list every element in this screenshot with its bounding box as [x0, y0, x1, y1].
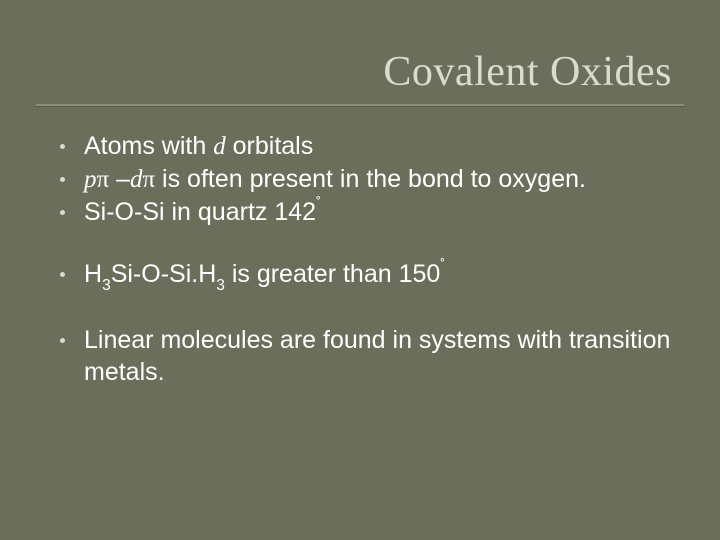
italic-d: d [213, 133, 226, 160]
bullet-item: Atoms with d orbitals [60, 130, 672, 163]
bullet-icon [60, 177, 65, 182]
pi-symbol: π [97, 166, 110, 193]
bullet-icon [60, 210, 65, 215]
slide-title: Covalent Oxides [0, 48, 672, 96]
bullet-text: is often present in the bond to oxygen. [155, 165, 586, 193]
bullet-text: Atoms with [84, 132, 213, 160]
bullet-icon [60, 338, 65, 343]
bullet-item: H3Si-O-Si.H3 is greater than 150˚ [60, 258, 672, 294]
bullet-text: is greater than 150 [225, 260, 440, 288]
bullet-text: H [84, 260, 102, 288]
degree-symbol: ˚ [440, 257, 445, 274]
content-area: Atoms with d orbitals pπ –dπ is often pr… [60, 130, 672, 388]
italic-p: p [84, 166, 97, 193]
subscript: 3 [102, 277, 111, 294]
bullet-text: Linear molecules are found in systems wi… [84, 326, 670, 386]
bullet-icon [60, 144, 65, 149]
bullet-text: – [109, 165, 130, 193]
title-underline [36, 104, 684, 107]
bullet-item: Linear molecules are found in systems wi… [60, 324, 672, 388]
bullet-text: Si-O-Si.H [111, 260, 217, 288]
bullet-text: Si-O-Si in quartz 142 [84, 198, 316, 226]
degree-symbol: ˚ [316, 195, 321, 212]
bullet-text: orbitals [226, 132, 314, 160]
bullet-item: Si-O-Si in quartz 142˚ [60, 196, 672, 228]
slide: Covalent Oxides Atoms with d orbitals pπ… [0, 0, 720, 540]
bullet-icon [60, 272, 65, 277]
title-area: Covalent Oxides [0, 48, 720, 96]
pi-symbol: π [142, 166, 155, 193]
subscript: 3 [216, 277, 225, 294]
bullet-item: pπ –dπ is often present in the bond to o… [60, 163, 672, 196]
italic-d: d [130, 166, 143, 193]
